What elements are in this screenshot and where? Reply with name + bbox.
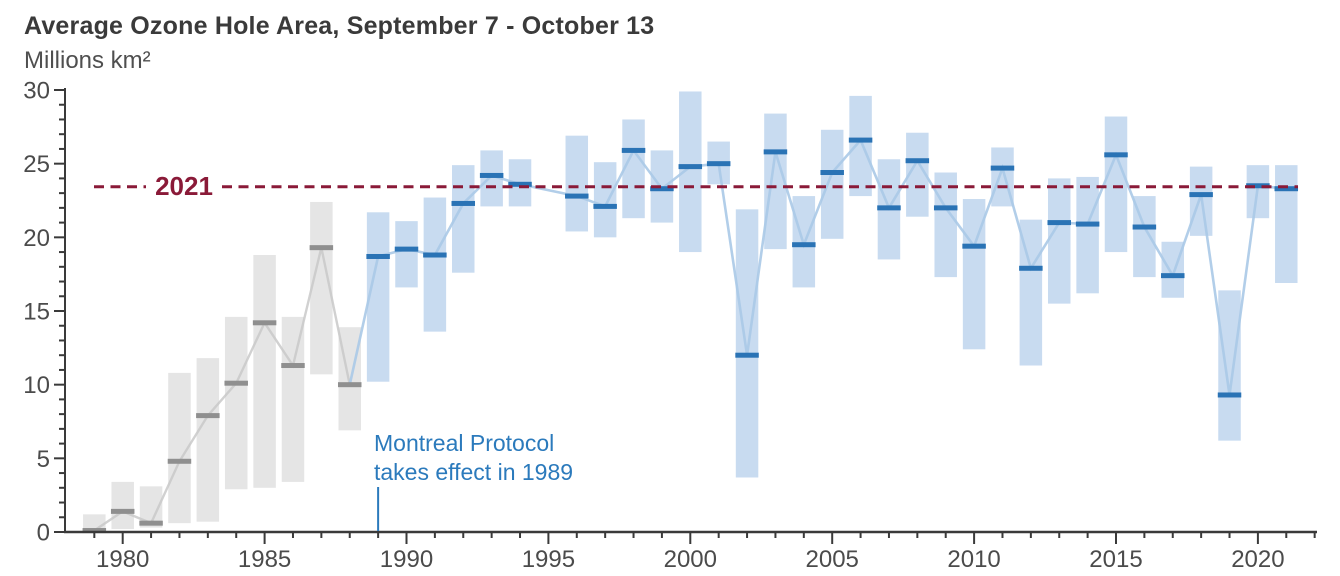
mean-line-2005 <box>820 170 844 176</box>
mean-line-2007 <box>877 205 901 211</box>
x-tick-label-1980: 1980 <box>96 546 149 573</box>
mean-line-1983 <box>196 413 220 419</box>
x-tick-label-2015: 2015 <box>1089 546 1142 573</box>
mean-line-1993 <box>479 172 504 178</box>
mean-line-2016 <box>1132 224 1157 230</box>
range-bar-1981 <box>139 486 163 528</box>
mean-line-2014 <box>1075 221 1100 227</box>
annotation-line-1: Montreal Protocol <box>374 430 555 456</box>
range-bar-1984 <box>224 316 248 490</box>
range-bar-1991 <box>423 197 447 332</box>
range-bar-1993 <box>480 150 503 207</box>
mean-line-1987 <box>309 245 334 251</box>
mean-line-2019 <box>1217 392 1242 398</box>
y-tick-label-15: 15 <box>23 299 50 326</box>
mean-line-1988 <box>337 382 362 388</box>
x-tick-label-2000: 2000 <box>664 546 717 573</box>
mean-line-1998 <box>621 147 646 153</box>
y-tick-label-30: 30 <box>23 78 50 105</box>
range-bar-2013 <box>1047 178 1071 304</box>
range-bar-2015 <box>1104 116 1128 253</box>
mean-line-2010 <box>962 243 986 249</box>
range-bar-1983 <box>196 358 220 522</box>
range-bar-2016 <box>1133 196 1156 278</box>
mean-line-2021 <box>1274 186 1299 192</box>
mean-line-1980 <box>110 508 135 514</box>
mean-line-1994 <box>508 181 532 187</box>
mean-line-2011 <box>990 165 1015 171</box>
range-bar-2008 <box>906 132 929 217</box>
mean-line-2000 <box>678 164 703 170</box>
range-bar-1998 <box>622 119 645 219</box>
y-tick-label-0: 0 <box>37 520 50 547</box>
mean-line-1999 <box>650 186 674 192</box>
range-bar-2003 <box>764 113 787 250</box>
mean-line-2003 <box>763 149 788 155</box>
montreal-protocol-annotation: Montreal Protocol takes effect in 1989 <box>374 429 573 487</box>
mean-line-1990 <box>394 246 419 252</box>
range-bar-1992 <box>452 165 475 273</box>
mean-line-1997 <box>593 203 617 209</box>
mean-line-2001 <box>706 161 731 167</box>
mean-line-1992 <box>451 200 476 206</box>
range-bar-1980 <box>111 481 134 530</box>
y-tick-label-5: 5 <box>37 446 50 473</box>
range-bar-2014 <box>1076 176 1099 294</box>
pre-protocol-mean-connector-line <box>93 247 351 532</box>
range-bar-2019 <box>1218 290 1241 441</box>
mean-line-2017 <box>1161 273 1185 279</box>
range-bar-2006 <box>849 95 872 197</box>
mean-line-2020 <box>1246 183 1270 189</box>
chart-title: Average Ozone Hole Area, September 7 - O… <box>24 12 655 40</box>
range-bar-2000 <box>679 91 702 253</box>
mean-line-1984 <box>224 380 248 386</box>
mean-line-2002 <box>735 352 759 358</box>
y-tick-label-10: 10 <box>23 372 50 399</box>
mean-line-1981 <box>139 520 163 526</box>
range-bar-2021 <box>1275 165 1298 284</box>
range-bar-1996 <box>565 135 589 232</box>
mean-line-1982 <box>167 458 192 464</box>
range-bar-1982 <box>168 372 191 524</box>
mean-line-2004 <box>792 242 816 248</box>
x-tick-label-2020: 2020 <box>1231 546 1284 573</box>
range-bar-1990 <box>395 221 418 288</box>
range-bar-2012 <box>1019 219 1043 366</box>
range-bar-2002 <box>735 209 759 478</box>
range-bar-1997 <box>593 162 617 238</box>
mean-line-2006 <box>848 137 873 143</box>
chart-y-unit-label: Millions km² <box>24 47 151 74</box>
mean-line-2012 <box>1019 265 1043 271</box>
range-bar-2005 <box>820 129 844 239</box>
x-tick-label-1990: 1990 <box>380 546 433 573</box>
y-tick-label-20: 20 <box>23 225 50 252</box>
mean-line-1991 <box>423 252 447 258</box>
mean-line-2018 <box>1189 192 1213 198</box>
x-tick-label-2010: 2010 <box>947 546 1000 573</box>
mean-line-1985 <box>252 320 277 326</box>
mean-line-2015 <box>1104 152 1128 158</box>
x-tick-label-1985: 1985 <box>238 546 291 573</box>
y-tick-label-25: 25 <box>23 151 50 178</box>
mean-line-2009 <box>933 205 958 211</box>
mean-line-2013 <box>1047 220 1071 226</box>
x-tick-label-2005: 2005 <box>806 546 859 573</box>
mean-line-1979 <box>82 528 107 534</box>
range-bar-1986 <box>281 316 305 482</box>
mean-line-1989 <box>366 253 390 259</box>
x-tick-label-1995: 1995 <box>522 546 575 573</box>
mean-line-1996 <box>565 193 589 199</box>
range-bar-1985 <box>253 255 276 488</box>
annotation-line-2: takes effect in 1989 <box>374 459 574 485</box>
mean-line-2008 <box>905 158 930 164</box>
range-bar-1987 <box>310 201 333 375</box>
reference-line-year-label: 2021 <box>155 171 213 201</box>
mean-line-1986 <box>281 363 305 369</box>
